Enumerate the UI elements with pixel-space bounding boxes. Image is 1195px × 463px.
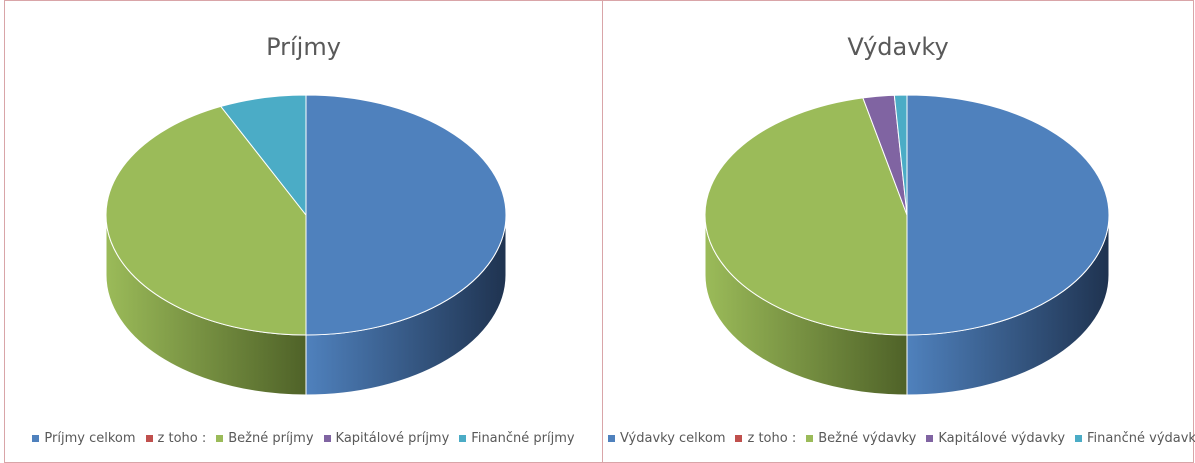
pie-chart-prijmy (105, 94, 507, 396)
pie-slice-financne-vydavky (893, 94, 908, 216)
legend-item-kapitalove-prijmy: Kapitálové príjmy (323, 431, 450, 446)
legend-label: Finančné príjmy (471, 431, 575, 446)
legend-item-financne-vydavky: Finančné výdavky (1075, 431, 1195, 446)
legend-swatch (806, 435, 814, 442)
legend-item-financne-prijmy: Finančné príjmy (459, 431, 575, 446)
legend-swatch (216, 435, 224, 442)
legend-label: Bežné príjmy (228, 431, 314, 446)
pie-slice-prijmy-celkom (305, 94, 507, 336)
legend-label: z toho : (157, 431, 207, 446)
pie-chart-vydavky (704, 94, 1110, 396)
legend-swatch (459, 435, 467, 442)
legend-label: Príjmy celkom (44, 431, 136, 446)
chart-legend-prijmy: Príjmy celkom z toho : Bežné príjmy Kapitál… (5, 431, 602, 446)
chart-legend-vydavky: Výdavky celkom z toho : Bežné výdavky Kapit… (603, 431, 1195, 446)
legend-item-kapitalove-vydavky: Kapitálové výdavky (926, 431, 1065, 446)
legend-swatch (145, 435, 153, 442)
legend-swatch (926, 435, 934, 442)
legend-item-prijmy-celkom: Príjmy celkom (32, 431, 136, 446)
legend-item-z-toho: z toho : (735, 431, 796, 446)
chart-panel-vydavky: Výdavky Výdavky celkom z toho : Bežné výda… (602, 0, 1195, 463)
chart-panel-prijmy: Príjmy Príjmy celkom z toho : Bežné príjmy… (4, 0, 603, 463)
legend-label: Kapitálové výdavky (938, 431, 1066, 446)
legend-item-z-toho: z toho : (145, 431, 207, 446)
pie-slice-bezne-vydavky (704, 97, 908, 336)
legend-label: Bežné výdavky (818, 431, 917, 446)
legend-label: Kapitálové príjmy (335, 431, 450, 446)
legend-swatch (608, 435, 615, 442)
legend-label: Výdavky celkom (620, 431, 726, 446)
pie-slice-vydavky-celkom (906, 94, 1110, 336)
pie-slice-financne-prijmy (219, 94, 307, 217)
legend-swatch (323, 435, 331, 442)
legend-item-vydavky-celkom: Výdavky celkom (608, 431, 725, 446)
legend-item-bezne-prijmy: Bežné príjmy (216, 431, 314, 446)
legend-swatch (32, 435, 40, 442)
pie-slice-bezne-prijmy (105, 105, 307, 336)
chart-title: Výdavky (847, 33, 949, 61)
legend-item-bezne-vydavky: Bežné výdavky (806, 431, 916, 446)
legend-swatch (1075, 435, 1083, 442)
legend-label: Finančné výdavky (1087, 431, 1195, 446)
legend-label: z toho : (747, 431, 797, 446)
chart-title: Príjmy (266, 33, 341, 61)
legend-swatch (735, 435, 743, 442)
